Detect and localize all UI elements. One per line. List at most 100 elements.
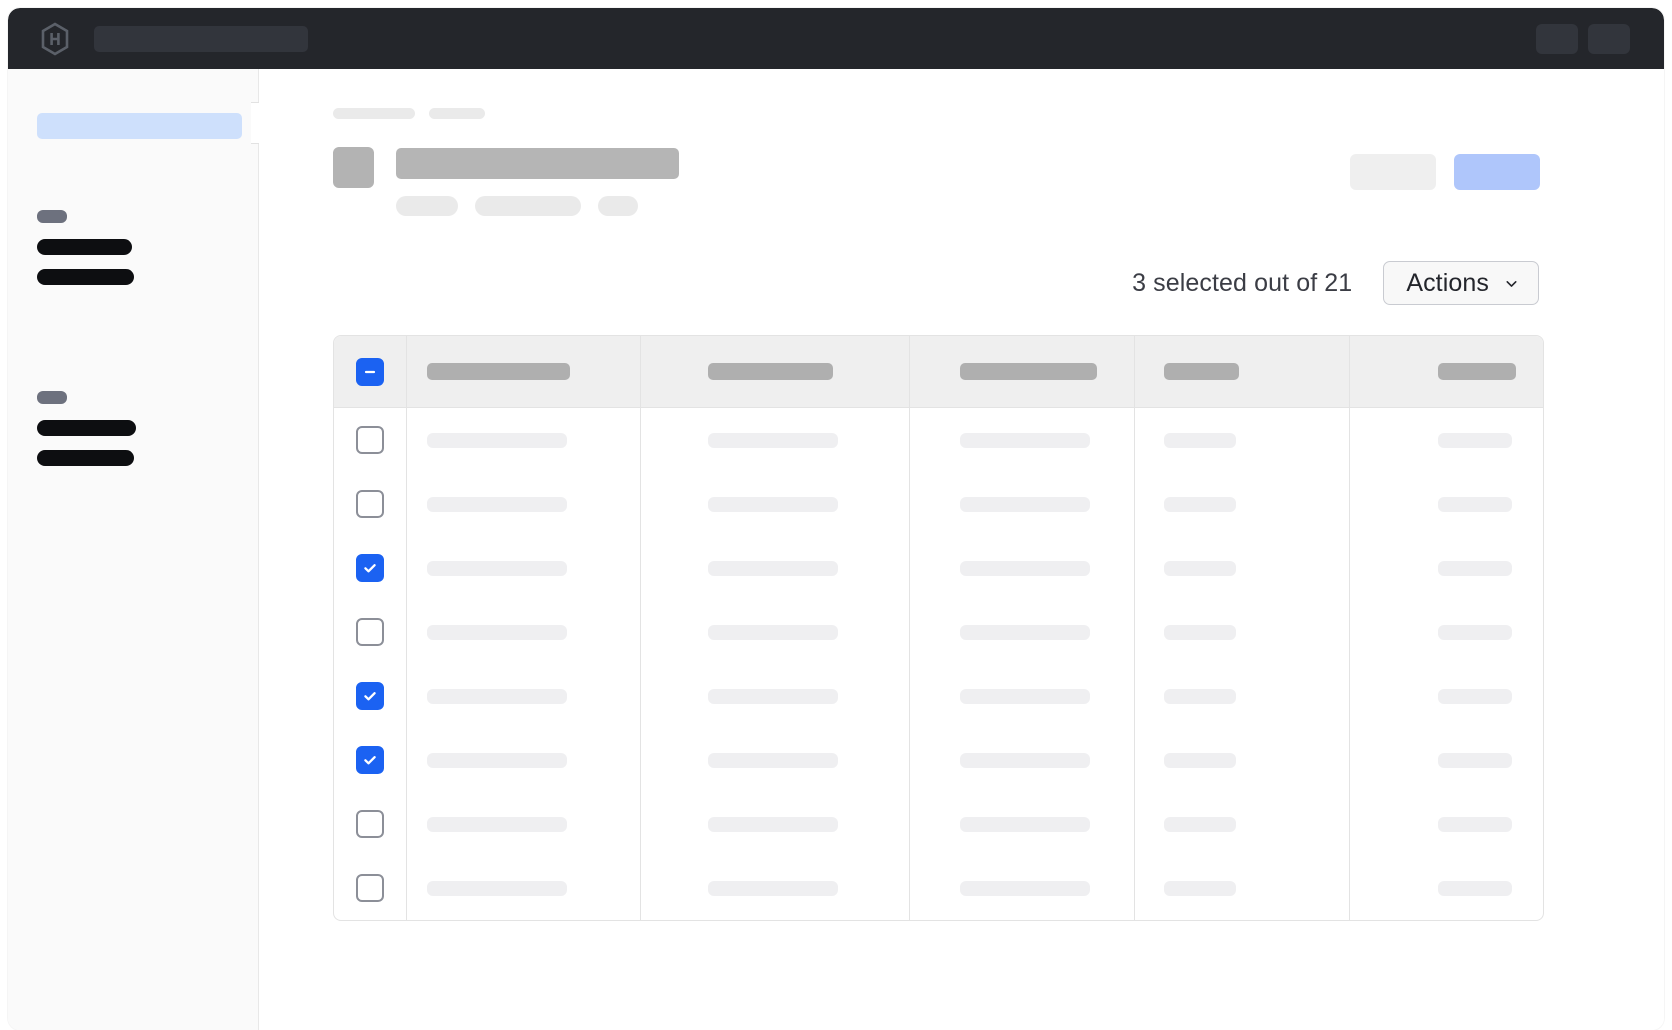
sidebar-item-2-2[interactable] [37, 450, 134, 466]
table-cell-5 [1350, 856, 1543, 920]
global-search-input[interactable] [94, 26, 308, 52]
row-checkbox[interactable] [355, 874, 384, 902]
cell-placeholder [426, 432, 567, 448]
table-cell-1 [407, 408, 641, 472]
table-cell-5 [1350, 472, 1543, 536]
table-cell-2 [641, 472, 911, 536]
table-header-cell-3[interactable] [910, 336, 1136, 407]
sidebar-group-heading-2 [37, 391, 67, 404]
table-cell-4 [1135, 856, 1351, 920]
table-row-select-cell [334, 408, 407, 472]
row-checkbox[interactable] [355, 554, 384, 582]
cell-placeholder [1164, 432, 1237, 448]
app-window: 3 selected out of 21 Actions [8, 8, 1664, 1030]
table-cell-2 [641, 408, 911, 472]
table-row[interactable] [334, 856, 1543, 920]
cell-placeholder [707, 880, 838, 896]
data-table [333, 335, 1544, 921]
cell-placeholder [1438, 560, 1513, 576]
table-header-cell-4[interactable] [1135, 336, 1351, 407]
select-all-checkbox[interactable] [355, 357, 384, 386]
table-body [334, 408, 1543, 920]
row-checkbox[interactable] [355, 426, 384, 454]
cell-placeholder [426, 880, 567, 896]
cell-placeholder [707, 496, 838, 512]
row-checkbox[interactable] [355, 490, 384, 518]
cell-placeholder [960, 816, 1091, 832]
cell-placeholder [426, 560, 567, 576]
cell-placeholder [1438, 816, 1513, 832]
table-cell-1 [407, 664, 641, 728]
sidebar-group-heading-1 [37, 210, 67, 223]
row-checkbox[interactable] [355, 682, 384, 710]
table-cell-2 [641, 856, 911, 920]
table-row[interactable] [334, 408, 1543, 472]
cell-placeholder [1438, 624, 1513, 640]
cell-placeholder [426, 816, 567, 832]
table-row[interactable] [334, 792, 1543, 856]
row-checkbox[interactable] [355, 810, 384, 838]
table-cell-2 [641, 728, 911, 792]
topbar-button-1[interactable] [1536, 24, 1578, 54]
cell-placeholder [1164, 496, 1237, 512]
table-cell-3 [910, 408, 1136, 472]
cell-placeholder [960, 752, 1091, 768]
table-cell-3 [910, 792, 1136, 856]
actions-button-label: Actions [1406, 268, 1489, 297]
table-row-select-cell [334, 472, 407, 536]
sidebar-item-1-2[interactable] [37, 269, 134, 285]
page-meta-item-3 [598, 196, 638, 216]
cell-placeholder [426, 688, 567, 704]
table-row[interactable] [334, 600, 1543, 664]
table-row-select-cell [334, 792, 407, 856]
sidebar-item-active[interactable] [37, 113, 242, 139]
cell-placeholder [707, 688, 838, 704]
cell-placeholder [960, 560, 1091, 576]
topbar-button-2[interactable] [1588, 24, 1630, 54]
main-content: 3 selected out of 21 Actions [259, 69, 1664, 1030]
cell-placeholder [960, 624, 1091, 640]
cell-placeholder [707, 624, 838, 640]
page-header-actions [1350, 154, 1540, 190]
global-topbar [8, 8, 1664, 69]
table-cell-1 [407, 600, 641, 664]
cell-placeholder [1438, 432, 1513, 448]
table-header-cell-2[interactable] [641, 336, 911, 407]
table-row[interactable] [334, 728, 1543, 792]
table-row[interactable] [334, 536, 1543, 600]
cell-placeholder [707, 432, 838, 448]
table-cell-3 [910, 728, 1136, 792]
row-checkbox[interactable] [355, 618, 384, 646]
row-checkbox[interactable] [355, 746, 384, 774]
breadcrumb-item-2[interactable] [429, 108, 485, 119]
cell-placeholder [1164, 816, 1237, 832]
table-cell-4 [1135, 408, 1351, 472]
table-cell-1 [407, 472, 641, 536]
hashicorp-logo-icon[interactable] [38, 22, 72, 56]
table-cell-3 [910, 472, 1136, 536]
cell-placeholder [1164, 624, 1237, 640]
table-cell-5 [1350, 728, 1543, 792]
cell-placeholder [1438, 688, 1513, 704]
cell-placeholder [960, 432, 1091, 448]
cell-placeholder [426, 752, 567, 768]
table-cell-2 [641, 664, 911, 728]
sidebar-item-2-1[interactable] [37, 420, 136, 436]
sidebar-item-1-1[interactable] [37, 239, 132, 255]
table-header-cell-5[interactable] [1350, 336, 1543, 407]
primary-action-button[interactable] [1454, 154, 1540, 190]
table-row[interactable] [334, 664, 1543, 728]
bulk-selection-bar: 3 selected out of 21 Actions [259, 261, 1664, 305]
actions-dropdown-button[interactable]: Actions [1383, 261, 1539, 305]
cell-placeholder [707, 816, 838, 832]
cell-placeholder [960, 688, 1091, 704]
table-row-select-cell [334, 600, 407, 664]
table-cell-1 [407, 536, 641, 600]
cell-placeholder [1164, 752, 1237, 768]
breadcrumb-item-1[interactable] [333, 108, 415, 119]
table-row[interactable] [334, 472, 1543, 536]
secondary-action-button[interactable] [1350, 154, 1436, 190]
table-cell-4 [1135, 664, 1351, 728]
table-header-cell-1[interactable] [407, 336, 641, 407]
page-meta-item-1 [396, 196, 458, 216]
